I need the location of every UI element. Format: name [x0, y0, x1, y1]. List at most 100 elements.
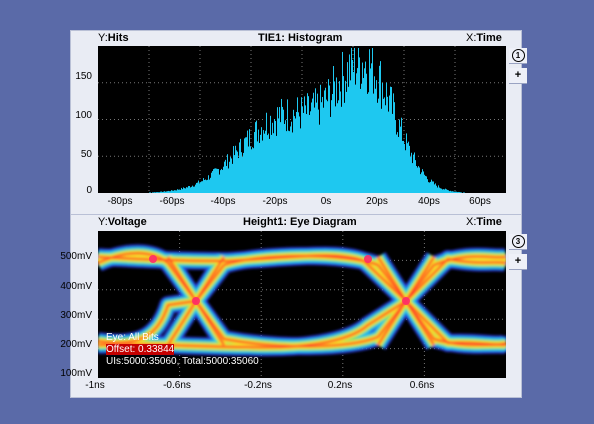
histogram-bar — [152, 192, 153, 193]
histogram-bar — [348, 86, 349, 193]
histogram-bar — [379, 65, 380, 193]
histogram-bar — [359, 57, 360, 193]
histogram-bar — [403, 140, 404, 193]
histogram-bar — [346, 91, 347, 193]
eye-badge-button[interactable]: 3 — [509, 234, 527, 250]
histogram-bar — [340, 91, 341, 193]
histogram-bar — [424, 174, 425, 193]
histogram-bar — [330, 116, 331, 193]
histogram-bar — [450, 190, 451, 193]
histogram-bar — [347, 62, 348, 193]
histogram-bar — [185, 188, 186, 193]
histogram-bar — [384, 97, 385, 193]
histogram-bar — [432, 181, 433, 193]
histogram-bar — [214, 168, 215, 193]
histogram-bar — [166, 191, 167, 193]
histogram-bar — [338, 100, 339, 193]
histogram-bar — [204, 179, 205, 193]
histogram-bar — [286, 131, 287, 193]
histogram-bar — [193, 186, 194, 193]
eye-plot[interactable] — [98, 231, 506, 378]
histogram-plot[interactable] — [98, 46, 506, 193]
histogram-bar — [353, 72, 354, 193]
histogram-bar — [160, 191, 161, 193]
histogram-bar — [328, 79, 329, 193]
eye-x-prefix: X: — [466, 216, 477, 228]
histogram-bar — [433, 181, 434, 193]
histogram-bar — [448, 190, 449, 193]
histogram-bar — [292, 132, 293, 193]
histogram-bar — [382, 82, 383, 193]
histogram-bar — [241, 152, 242, 193]
histogram-bar — [445, 188, 446, 193]
histogram-bar — [387, 96, 388, 193]
histogram-bar — [327, 101, 328, 193]
histogram-bar — [201, 181, 202, 193]
histogram-bar — [446, 189, 447, 193]
histogram-bar — [271, 134, 272, 193]
histogram-bar — [199, 183, 200, 193]
histogram-add-button[interactable]: + — [509, 68, 527, 84]
histogram-bar — [293, 109, 294, 193]
histogram-bar — [209, 179, 210, 193]
histogram-bar — [223, 166, 224, 193]
histogram-bar — [400, 126, 401, 193]
histogram-bar — [186, 187, 187, 193]
histogram-bar — [454, 191, 455, 193]
histogram-bar — [284, 123, 285, 193]
histogram-bar — [198, 180, 199, 193]
histogram-bar — [219, 174, 220, 193]
histogram-bar — [367, 93, 368, 193]
histogram-bar — [236, 150, 237, 193]
histogram-bar — [312, 98, 313, 193]
histogram-bar — [333, 66, 334, 193]
histogram-bar — [366, 73, 367, 193]
histogram-bar — [191, 186, 192, 193]
histogram-bar — [360, 88, 361, 193]
histogram-bar — [423, 171, 424, 193]
histogram-bar — [376, 80, 377, 193]
histogram-bar — [288, 130, 289, 193]
histogram-bar — [337, 103, 338, 193]
histogram-bar — [413, 154, 414, 193]
histogram-bar — [429, 182, 430, 193]
histogram-bar — [373, 93, 374, 193]
histogram-badge-button[interactable]: 1 — [509, 48, 527, 64]
histogram-bar — [350, 80, 351, 193]
histogram-y-prefix: Y: — [98, 32, 108, 44]
histogram-bar — [307, 93, 308, 193]
histogram-bar — [163, 191, 164, 193]
histogram-bar — [455, 191, 456, 193]
histogram-bar — [415, 160, 416, 193]
histogram-y-name: Hits — [107, 32, 129, 44]
histogram-bar — [314, 107, 315, 193]
histogram-bar — [385, 105, 386, 193]
histogram-bar — [297, 97, 298, 193]
histogram-bar — [436, 185, 437, 193]
histogram-bar — [265, 130, 266, 193]
histogram-bar — [426, 176, 427, 193]
histogram-bar — [253, 148, 254, 193]
histogram-bar — [291, 121, 292, 193]
histogram-bar — [431, 179, 432, 193]
histogram-bar — [221, 168, 222, 193]
histogram-bar — [159, 192, 160, 193]
eye-add-button[interactable]: + — [509, 254, 527, 270]
histogram-x-tick: -80ps — [107, 196, 133, 207]
histogram-svg — [98, 46, 506, 193]
histogram-bar — [444, 189, 445, 193]
histogram-bar — [323, 107, 324, 193]
histogram-bar — [244, 138, 245, 193]
histogram-bar — [231, 158, 232, 193]
histogram-bar — [334, 81, 335, 193]
histogram-bar — [380, 61, 381, 193]
histogram-bar — [285, 120, 286, 193]
eye-trace — [98, 300, 506, 347]
histogram-bar — [417, 167, 418, 193]
histogram-bar — [179, 189, 180, 193]
histogram-bar — [287, 99, 288, 193]
histogram-bar — [213, 169, 214, 193]
histogram-bar — [308, 96, 309, 193]
histogram-bar — [357, 68, 358, 193]
histogram-bar — [441, 188, 442, 193]
